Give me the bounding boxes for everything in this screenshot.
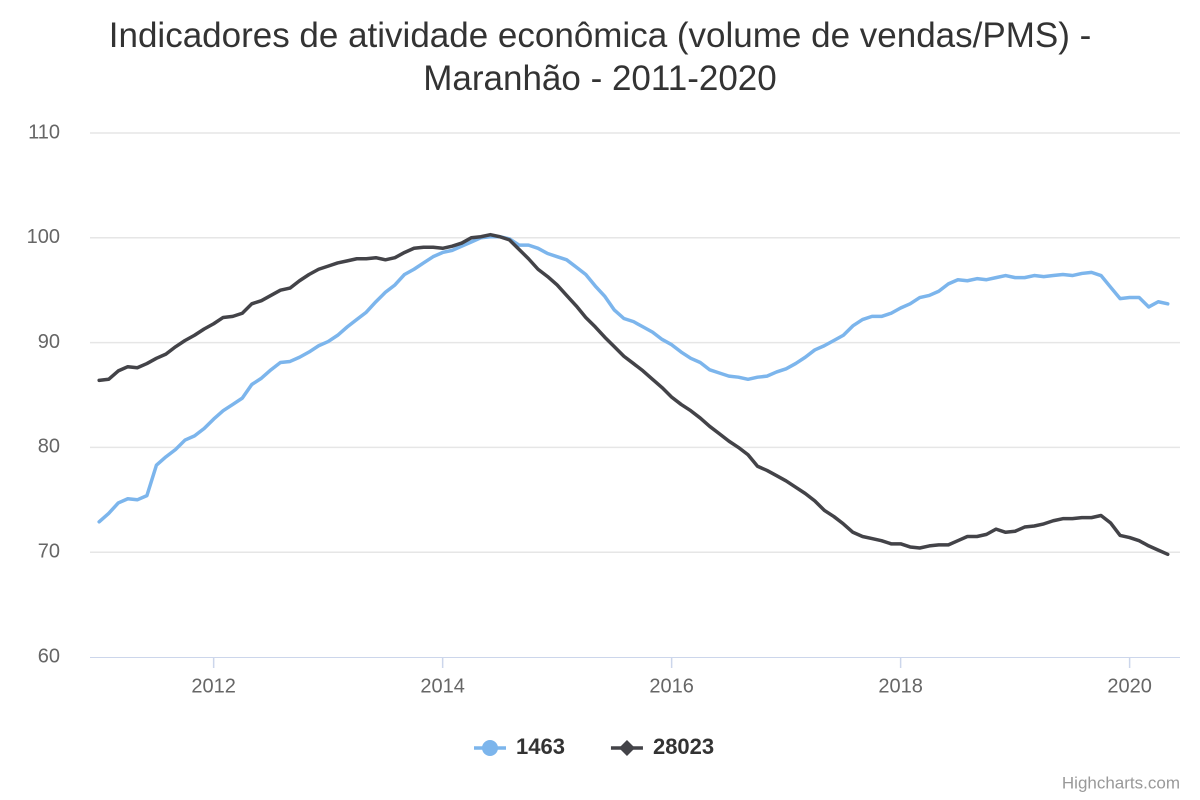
x-tick-label: 2014: [420, 675, 465, 697]
legend-symbol: [482, 740, 498, 756]
y-tick-label: 80: [38, 436, 60, 458]
y-tick-label: 70: [38, 540, 60, 562]
series-line: [97, 232, 1170, 557]
legend-symbol: [618, 740, 635, 756]
legend: 1463 28023: [474, 734, 714, 759]
x-tick-label: 2012: [191, 675, 236, 697]
legend-item[interactable]: 1463: [474, 734, 565, 759]
chart-title: Indicadores de atividade econômica (volu…: [108, 16, 1092, 98]
credits[interactable]: Highcharts.com: [1062, 773, 1180, 792]
y-tick-label: 90: [38, 331, 60, 353]
legend-label: 28023: [653, 734, 714, 759]
legend-label: 1463: [516, 734, 565, 759]
y-tick-label: 110: [28, 121, 60, 143]
series-line: [97, 235, 1170, 524]
y-tick-label: 100: [27, 226, 60, 248]
x-tick-label: 2018: [878, 675, 923, 697]
y-tick-label: 60: [38, 645, 60, 667]
x-tick-label: 2016: [649, 675, 694, 697]
legend-item[interactable]: 28023: [610, 734, 714, 759]
x-tick-label: 2020: [1107, 675, 1152, 697]
